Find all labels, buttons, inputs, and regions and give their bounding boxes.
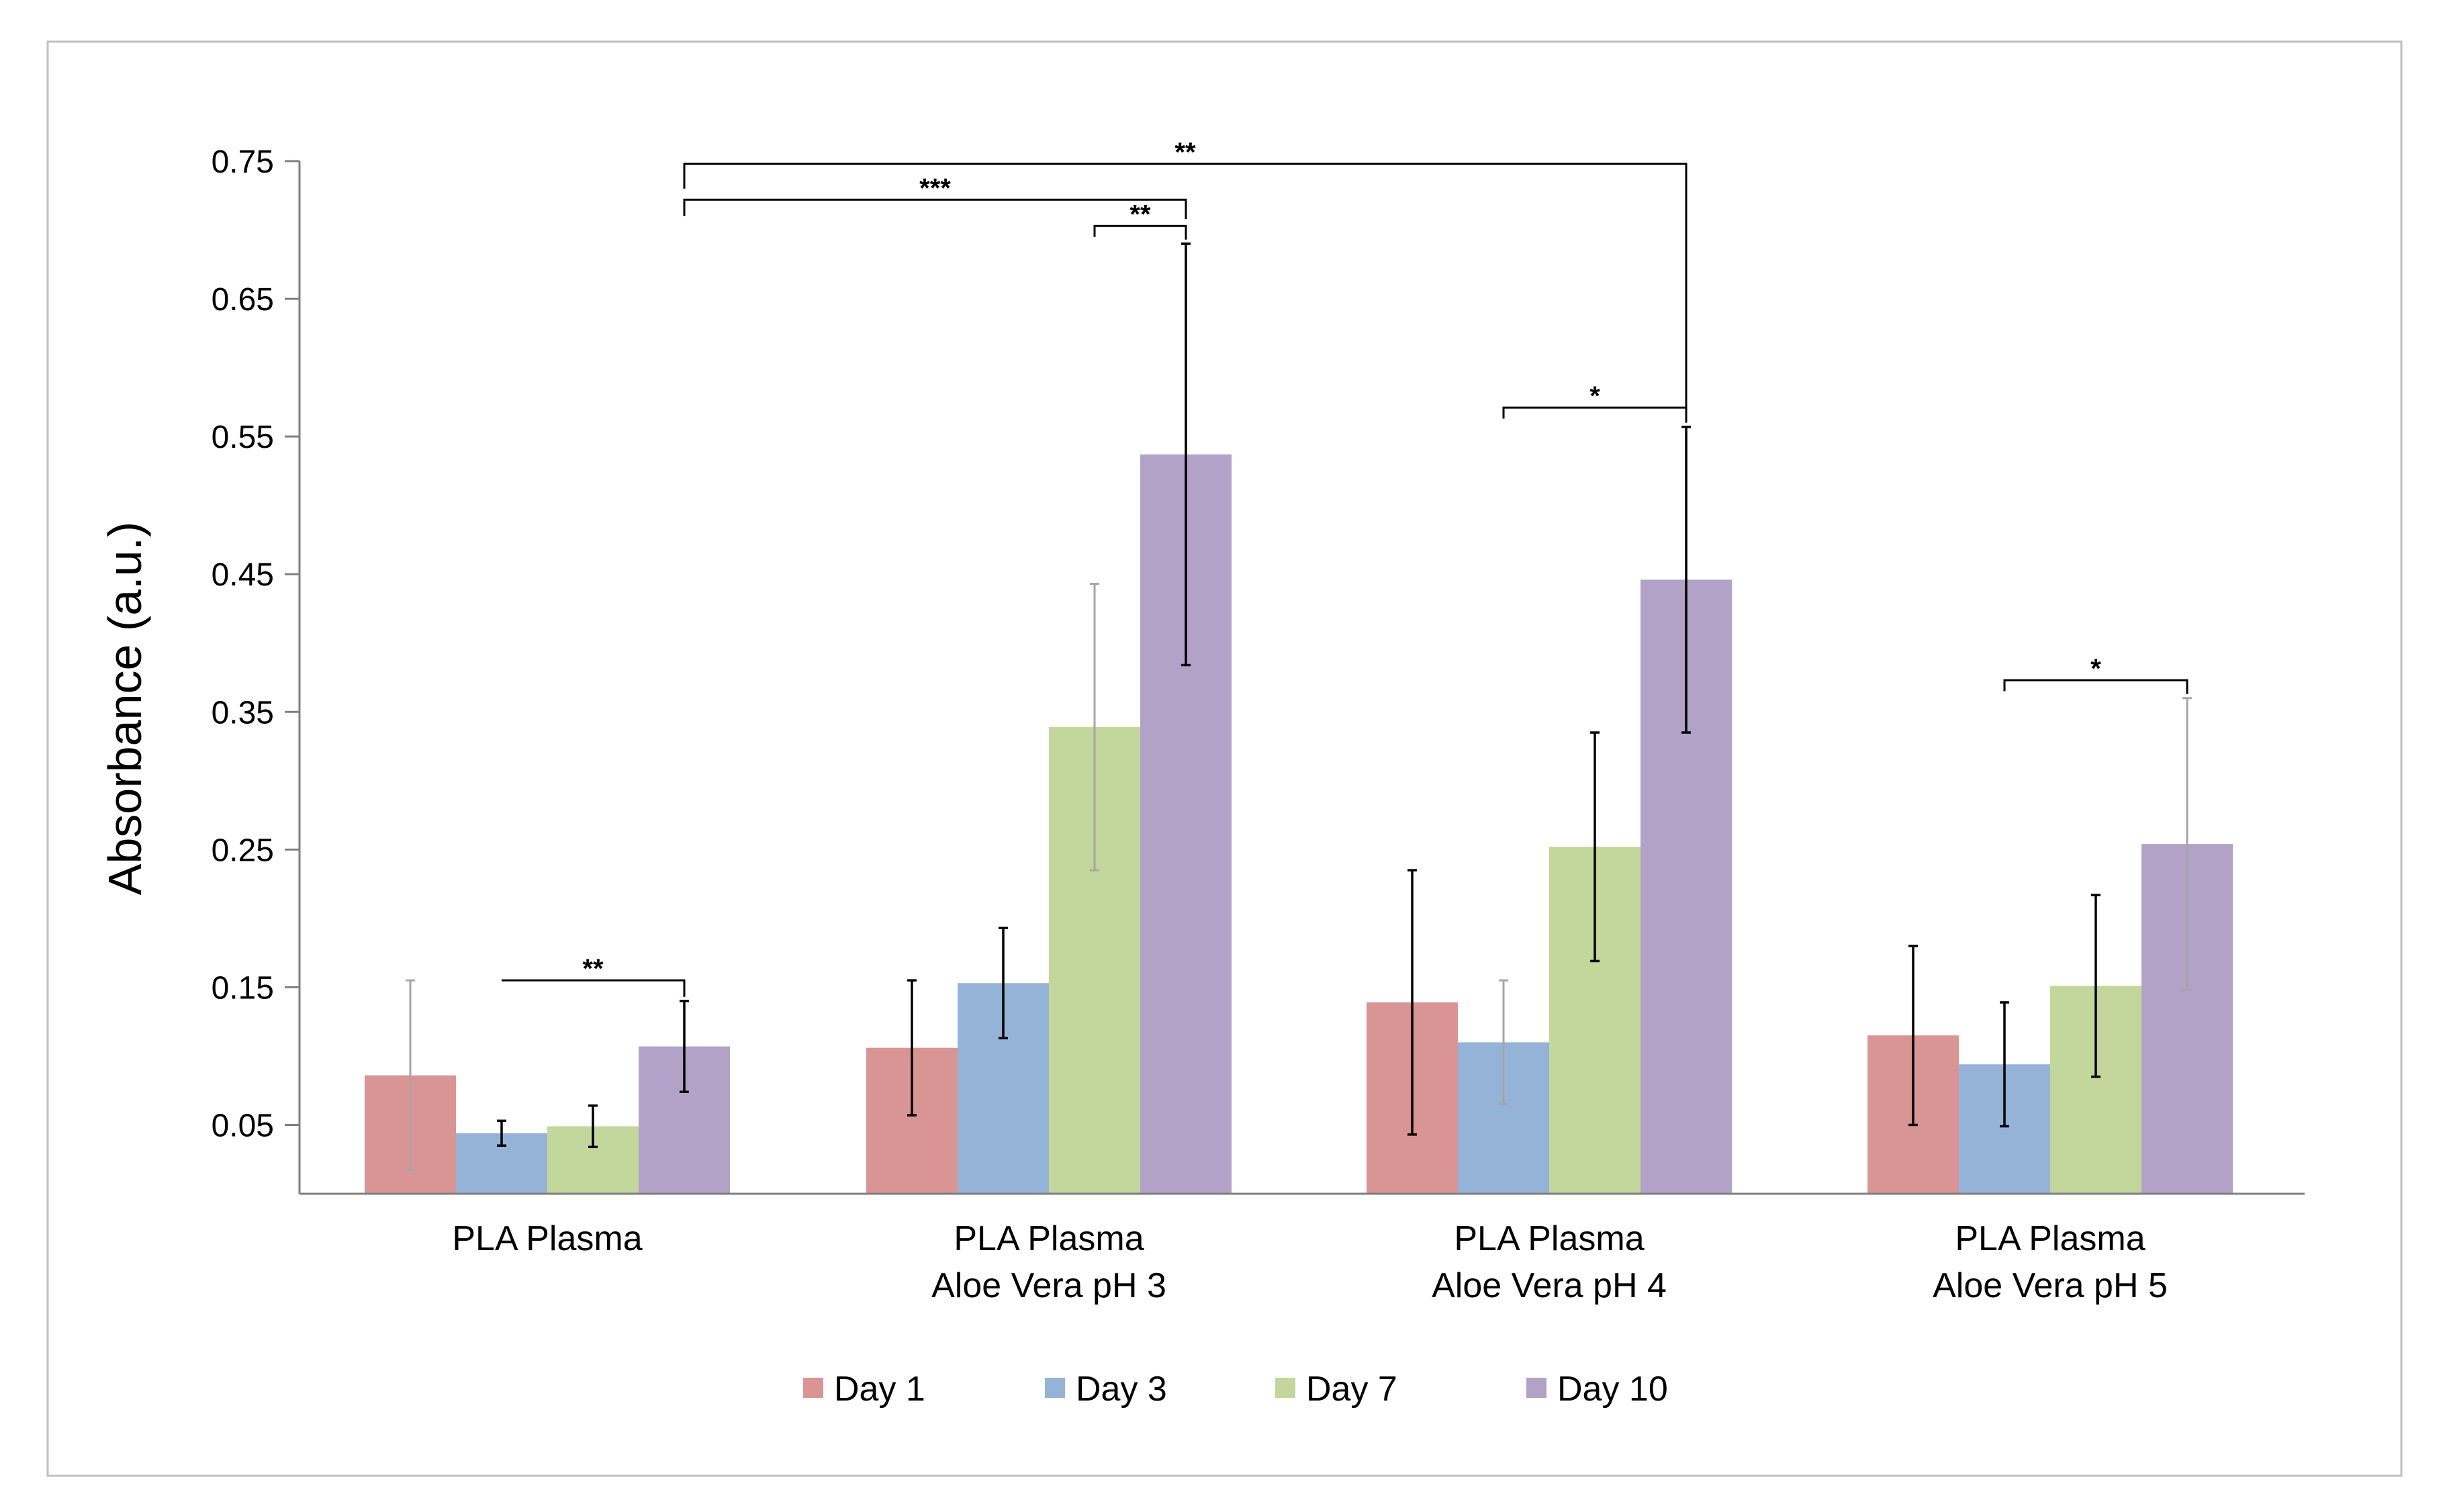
y-tick-label: 0.75 xyxy=(212,144,274,180)
y-tick-label: 0.35 xyxy=(212,695,274,730)
significance-bracket-line xyxy=(683,162,1688,423)
significance-bracket: * xyxy=(1502,381,1688,422)
error-bar xyxy=(1499,979,1508,1106)
x-category-label-line2: Aloe Vera pH 5 xyxy=(1933,1266,2168,1305)
legend-swatch xyxy=(1045,1378,1065,1398)
significance-bracket: ** xyxy=(502,954,686,997)
x-category-label: PLA Plasma xyxy=(1454,1219,1644,1258)
error-bars xyxy=(406,242,2192,1172)
y-axis-label: Absorbance (a.u.) xyxy=(99,522,151,895)
legend-label: Day 10 xyxy=(1557,1370,1668,1409)
error-bar xyxy=(1407,869,1417,1136)
error-bar xyxy=(1181,242,1191,667)
legend: Day 1 Day 3 Day 7 Day 10 xyxy=(803,1370,1668,1409)
significance-bracket: ** xyxy=(1093,199,1187,240)
x-category-label: PLA Plasma xyxy=(452,1219,642,1258)
x-category-label: PLA Plasma xyxy=(1955,1219,2145,1258)
error-bar xyxy=(999,927,1008,1040)
error-bar xyxy=(907,979,917,1117)
legend-item-day-10: Day 10 xyxy=(1526,1370,1668,1409)
error-bar xyxy=(1681,426,1691,734)
x-axis: PLA Plasma PLA Plasma Aloe Vera pH 3 PLA Pl… xyxy=(299,1192,2305,1305)
y-tick-label: 0.15 xyxy=(212,970,274,1006)
y-tick-label: 0.45 xyxy=(212,557,274,593)
significance-label: ** xyxy=(1174,138,1196,167)
legend-label: Day 1 xyxy=(834,1370,925,1409)
legend-swatch xyxy=(803,1378,823,1398)
x-category-label-line2: Aloe Vera pH 3 xyxy=(931,1266,1166,1305)
significance-label: ** xyxy=(582,954,604,984)
significance-bracket-line xyxy=(1093,224,1187,240)
y-axis: 0.05 0.15 0.25 0.35 0.45 0.55 0.65 0.75 xyxy=(212,144,301,1194)
error-bar xyxy=(680,1000,689,1094)
error-bar xyxy=(1090,583,1099,871)
x-category-label-line2: Aloe Vera pH 4 xyxy=(1432,1266,1667,1305)
legend-label: Day 7 xyxy=(1306,1370,1397,1409)
significance-bracket: ** xyxy=(683,138,1688,423)
legend-swatch xyxy=(1526,1378,1546,1398)
legend-item-day-7: Day 7 xyxy=(1275,1370,1397,1409)
error-bar xyxy=(1590,731,1600,963)
significance-bracket-line xyxy=(502,979,686,997)
significance-bracket-line xyxy=(1502,406,1688,422)
significance-brackets: *********** xyxy=(502,138,2188,997)
error-bar xyxy=(2091,894,2100,1078)
legend-item-day-1: Day 1 xyxy=(803,1370,925,1409)
error-bar xyxy=(497,1119,506,1147)
error-bar xyxy=(406,979,415,1172)
significance-label: * xyxy=(1589,381,1600,411)
error-bar xyxy=(2000,1001,2009,1128)
legend-swatch xyxy=(1275,1378,1295,1398)
y-tick-label: 0.25 xyxy=(212,833,274,868)
significance-bracket-line xyxy=(683,198,1187,220)
y-tick-label: 0.55 xyxy=(212,420,274,455)
significance-label: *** xyxy=(919,173,951,203)
significance-label: * xyxy=(2090,654,2101,683)
error-bar xyxy=(2182,697,2192,992)
error-bar xyxy=(1908,945,1918,1127)
y-tick-label: 0.05 xyxy=(212,1108,274,1143)
significance-bracket-line xyxy=(2003,679,2188,694)
significance-label: ** xyxy=(1129,199,1151,229)
significance-bracket: * xyxy=(2003,654,2188,694)
significance-bracket: *** xyxy=(683,173,1187,220)
y-tick-label: 0.65 xyxy=(212,282,274,318)
legend-item-day-3: Day 3 xyxy=(1045,1370,1167,1409)
x-category-label: PLA Plasma xyxy=(954,1219,1144,1258)
legend-label: Day 3 xyxy=(1076,1370,1167,1409)
error-bar xyxy=(588,1104,598,1149)
